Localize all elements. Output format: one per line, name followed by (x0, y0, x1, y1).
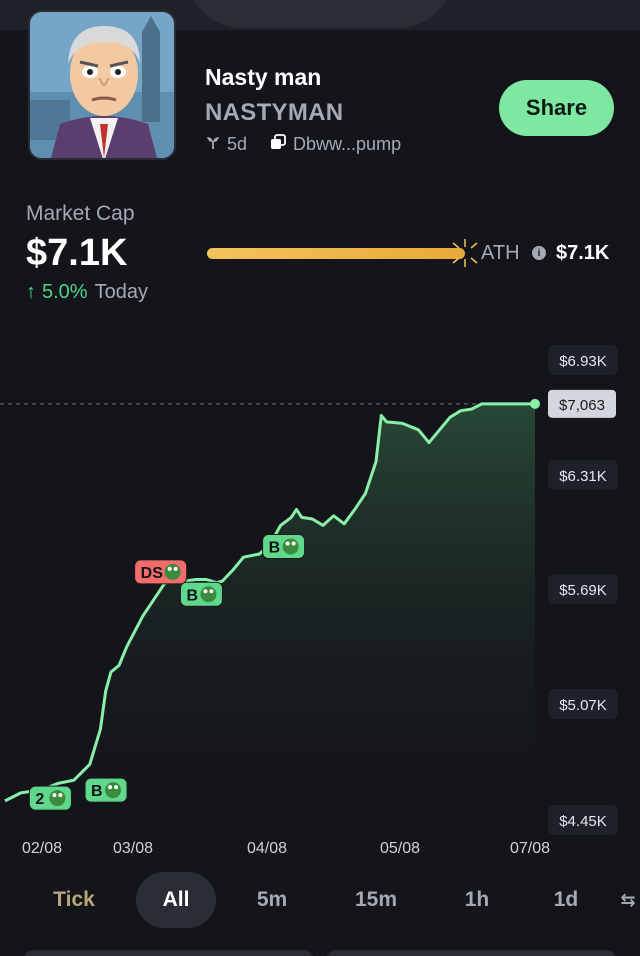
y-tick-bg (548, 689, 618, 719)
current-price-dot (530, 398, 540, 409)
x-tick-label: 03/08 (113, 840, 153, 857)
timeframe-tabs: Tick All 5m 15m 1h 1d ⇆ (0, 872, 640, 932)
action-button-right[interactable] (326, 950, 616, 956)
x-tick-label: 02/08 (22, 840, 62, 857)
ath-value: $7.1K (556, 242, 610, 264)
y-tick-label: $6.31K (559, 468, 607, 485)
token-age: 5d (227, 134, 248, 154)
tab-all[interactable]: All (136, 872, 216, 928)
frog-icon-eye (58, 793, 63, 798)
marker-label: B (91, 783, 103, 800)
token-address[interactable]: Dbww...pump (293, 134, 402, 154)
market-cap-label: Market Cap (26, 202, 135, 225)
action-button-left[interactable] (24, 950, 314, 956)
sprout-icon (205, 134, 221, 155)
avatar-illustration (30, 12, 174, 158)
marker-label: B (186, 587, 198, 604)
frog-icon (49, 790, 66, 807)
arrow-up-icon: ↑ (26, 281, 36, 303)
more-icon[interactable]: ⇆ (620, 889, 636, 910)
frog-icon (282, 538, 299, 555)
market-cap-change: ↑ 5.0% Today (26, 281, 148, 304)
frog-icon-eye (285, 541, 290, 546)
token-avatar[interactable] (28, 10, 176, 160)
token-name: Nasty man (205, 64, 322, 90)
frog-icon-eye (291, 541, 296, 546)
frog-icon-eye (52, 793, 57, 798)
frog-icon-eye (108, 785, 113, 790)
frog-icon-eye (114, 785, 119, 790)
frog-icon-eye (167, 566, 172, 571)
ath-label: ATH (481, 242, 520, 264)
tab-1h[interactable]: 1h (464, 888, 490, 911)
y-tick-bg (548, 574, 618, 604)
tab-1d[interactable]: 1d (553, 888, 579, 911)
y-tick-label: $4.45K (559, 813, 607, 830)
frog-icon-eye (209, 589, 214, 594)
frog-icon-eye (173, 566, 178, 571)
frog-icon (164, 563, 181, 580)
token-ticker: NASTYMAN (205, 99, 344, 126)
sparkle-icon (452, 239, 478, 267)
frog-icon (200, 586, 217, 603)
current-price-label: $7,063 (559, 397, 605, 414)
x-tick-label: 05/08 (380, 840, 420, 857)
x-tick-label: 04/08 (247, 840, 287, 857)
price-line (4, 402, 535, 803)
y-tick-label: $6.93K (559, 353, 607, 370)
info-icon[interactable]: i (532, 246, 546, 260)
copy-icon[interactable] (269, 133, 287, 156)
y-tick-bg (548, 460, 618, 490)
price-area (5, 403, 535, 801)
frog-icon (105, 782, 122, 799)
change-percent: 5.0% (42, 281, 88, 303)
tab-tick[interactable]: Tick (53, 888, 95, 911)
x-tick-label: 07/08 (510, 840, 550, 857)
header-image-fragment (185, 0, 455, 28)
marker-label: B (269, 539, 281, 556)
token-meta: 5d Dbww...pump (205, 133, 401, 156)
tab-5m[interactable]: 5m (256, 888, 288, 911)
y-tick-label: $5.07K (559, 697, 607, 714)
price-chart[interactable]: $6.93K $6.31K $5.69K $5.07K $4.45K $7,063 02/0… (0, 330, 640, 860)
current-price-tag (548, 389, 616, 418)
change-period: Today (94, 281, 148, 303)
y-tick-bg (548, 805, 618, 835)
marker-label: 2 (35, 791, 44, 808)
frog-icon-eye (203, 589, 208, 594)
tab-15m[interactable]: 15m (354, 888, 398, 911)
marker-label: DS (141, 565, 164, 582)
ath-progress-bar (207, 248, 465, 259)
share-button[interactable]: Share (499, 80, 614, 136)
y-tick-bg (548, 345, 618, 375)
market-cap-value: $7.1K (26, 232, 128, 274)
y-tick-label: $5.69K (559, 582, 607, 599)
